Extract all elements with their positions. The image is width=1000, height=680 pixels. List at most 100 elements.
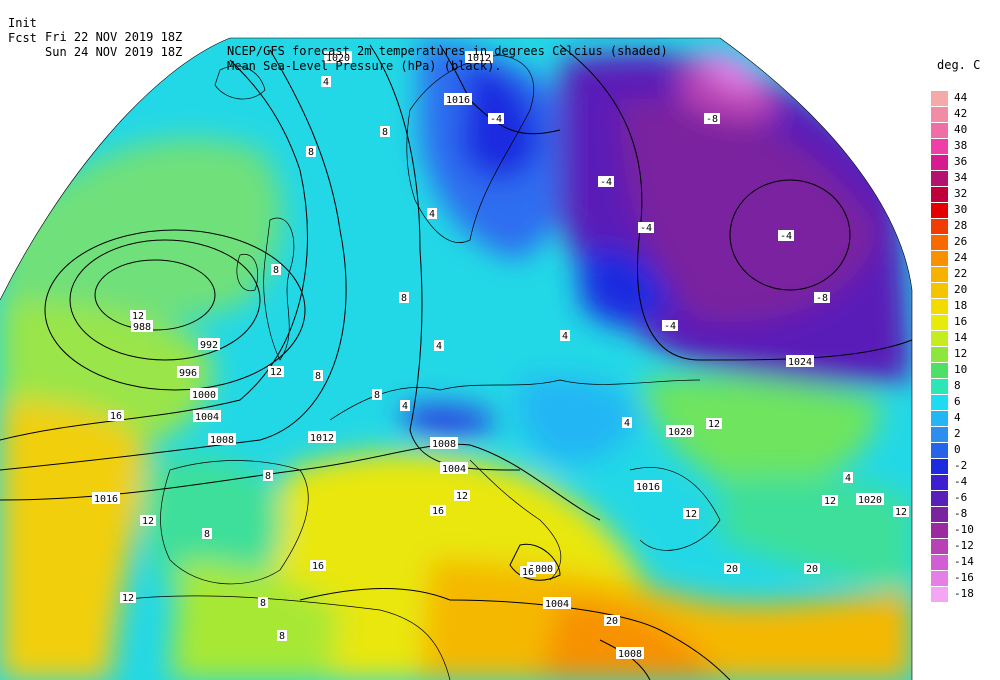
legend-level-label: 28 <box>954 219 968 232</box>
temperature-label: 4 <box>560 330 570 342</box>
svg-text:1016: 1016 <box>636 482 660 493</box>
legend-swatch <box>931 443 948 458</box>
legend-level-label: 6 <box>954 395 961 408</box>
temperature-label: 12 <box>268 366 284 378</box>
temperature-label: 12 <box>454 490 470 502</box>
pressure-label: 1016 <box>444 93 472 106</box>
legend-level-label: 2 <box>954 427 961 440</box>
temperature-label: -4 <box>662 320 678 332</box>
legend-level-label: 34 <box>954 171 968 184</box>
legend-level-label: 12 <box>954 347 968 360</box>
temperature-label: 16 <box>520 566 536 578</box>
svg-text:12: 12 <box>895 507 907 518</box>
legend-swatch <box>931 299 948 314</box>
map-boundary <box>0 37 913 680</box>
temperature-label: 4 <box>843 472 853 484</box>
svg-text:4: 4 <box>402 401 408 412</box>
svg-text:1012: 1012 <box>467 53 491 64</box>
legend-title: deg. C <box>937 58 981 72</box>
svg-text:1000: 1000 <box>529 564 553 575</box>
temperature-label: 8 <box>313 370 323 382</box>
legend-swatch <box>931 203 948 218</box>
svg-text:1016: 1016 <box>446 95 470 106</box>
legend-level-label: 20 <box>954 283 968 296</box>
svg-text:16: 16 <box>312 561 324 572</box>
legend-level-label: 24 <box>954 251 968 264</box>
init-time: Fri 22 NOV 2019 18Z <box>45 30 183 44</box>
temperature-label: 4 <box>400 400 410 412</box>
temperature-label: 4 <box>622 417 632 429</box>
svg-text:-4: -4 <box>780 231 792 242</box>
legend-level-label: 40 <box>954 123 968 136</box>
temperature-label: 12 <box>706 418 722 430</box>
temperature-label: 20 <box>804 563 820 575</box>
svg-text:-8: -8 <box>816 293 828 304</box>
svg-text:-4: -4 <box>640 223 652 234</box>
svg-text:12: 12 <box>132 311 144 322</box>
header-description-2: Mean Sea-Level Pressure (hPa) (black). <box>227 59 502 73</box>
pressure-label: 1016 <box>634 480 662 493</box>
legend-level-label: 16 <box>954 315 968 328</box>
svg-text:4: 4 <box>845 473 851 484</box>
svg-text:1008: 1008 <box>618 649 642 660</box>
temperature-label: -8 <box>814 292 830 304</box>
legend-swatch <box>931 539 948 554</box>
legend-swatch <box>931 363 948 378</box>
legend-swatch <box>931 315 948 330</box>
fcst-time: Sun 24 NOV 2019 18Z <box>45 45 183 59</box>
svg-text:1008: 1008 <box>210 435 234 446</box>
legend-level-label: -8 <box>954 507 968 520</box>
svg-text:8: 8 <box>265 471 271 482</box>
svg-text:4: 4 <box>436 341 442 352</box>
temperature-label: 12 <box>683 508 699 520</box>
legend-swatch <box>931 587 948 602</box>
svg-text:1020: 1020 <box>668 427 692 438</box>
legend-level-label: -14 <box>954 555 974 568</box>
legend-level-label: 42 <box>954 107 968 120</box>
temperature-label: 12 <box>893 506 909 518</box>
legend-level-label: -6 <box>954 491 968 504</box>
temperature-label: 12 <box>120 592 136 604</box>
temperature-label: -8 <box>704 113 720 125</box>
legend-level-label: -2 <box>954 459 968 472</box>
legend-swatch <box>931 251 948 266</box>
svg-text:12: 12 <box>824 496 836 507</box>
init-prefix: Init <box>8 16 37 30</box>
fcst-prefix: Fcst <box>8 31 37 45</box>
legend-swatch <box>931 171 948 186</box>
legend-level-label: 36 <box>954 155 968 168</box>
pressure-label: 1008 <box>208 433 236 446</box>
svg-text:1020: 1020 <box>858 495 882 506</box>
legend-level-label: 32 <box>954 187 968 200</box>
svg-text:-4: -4 <box>664 321 676 332</box>
temperature-label: 4 <box>321 76 331 88</box>
legend-swatch <box>931 107 948 122</box>
legend-level-label: 44 <box>954 91 968 104</box>
temperature-label: 8 <box>306 146 316 158</box>
temperature-label: 8 <box>399 292 409 304</box>
legend-swatch <box>931 347 948 362</box>
pressure-label: 1008 <box>430 437 458 450</box>
temperature-label: 8 <box>258 597 268 609</box>
temperature-label: -4 <box>488 113 504 125</box>
coastlines <box>119 54 721 680</box>
legend-swatch <box>931 379 948 394</box>
svg-text:1004: 1004 <box>545 599 569 610</box>
temperature-label: 12 <box>822 495 838 507</box>
legend-swatch <box>931 235 948 250</box>
legend-level-label: 0 <box>954 443 961 456</box>
legend-level-label: 22 <box>954 267 968 280</box>
svg-text:20: 20 <box>606 616 618 627</box>
legend-swatch <box>931 507 948 522</box>
svg-text:992: 992 <box>200 340 218 351</box>
svg-text:-8: -8 <box>706 114 718 125</box>
legend-level-label: 4 <box>954 411 961 424</box>
legend-level-label: 18 <box>954 299 968 312</box>
legend-swatch <box>931 219 948 234</box>
temperature-label: 4 <box>434 340 444 352</box>
legend-level-label: -16 <box>954 571 974 584</box>
temperature-label: 16 <box>310 560 326 572</box>
temperature-label: 12 <box>130 310 146 322</box>
legend-swatch <box>931 187 948 202</box>
svg-text:1024: 1024 <box>788 357 812 368</box>
